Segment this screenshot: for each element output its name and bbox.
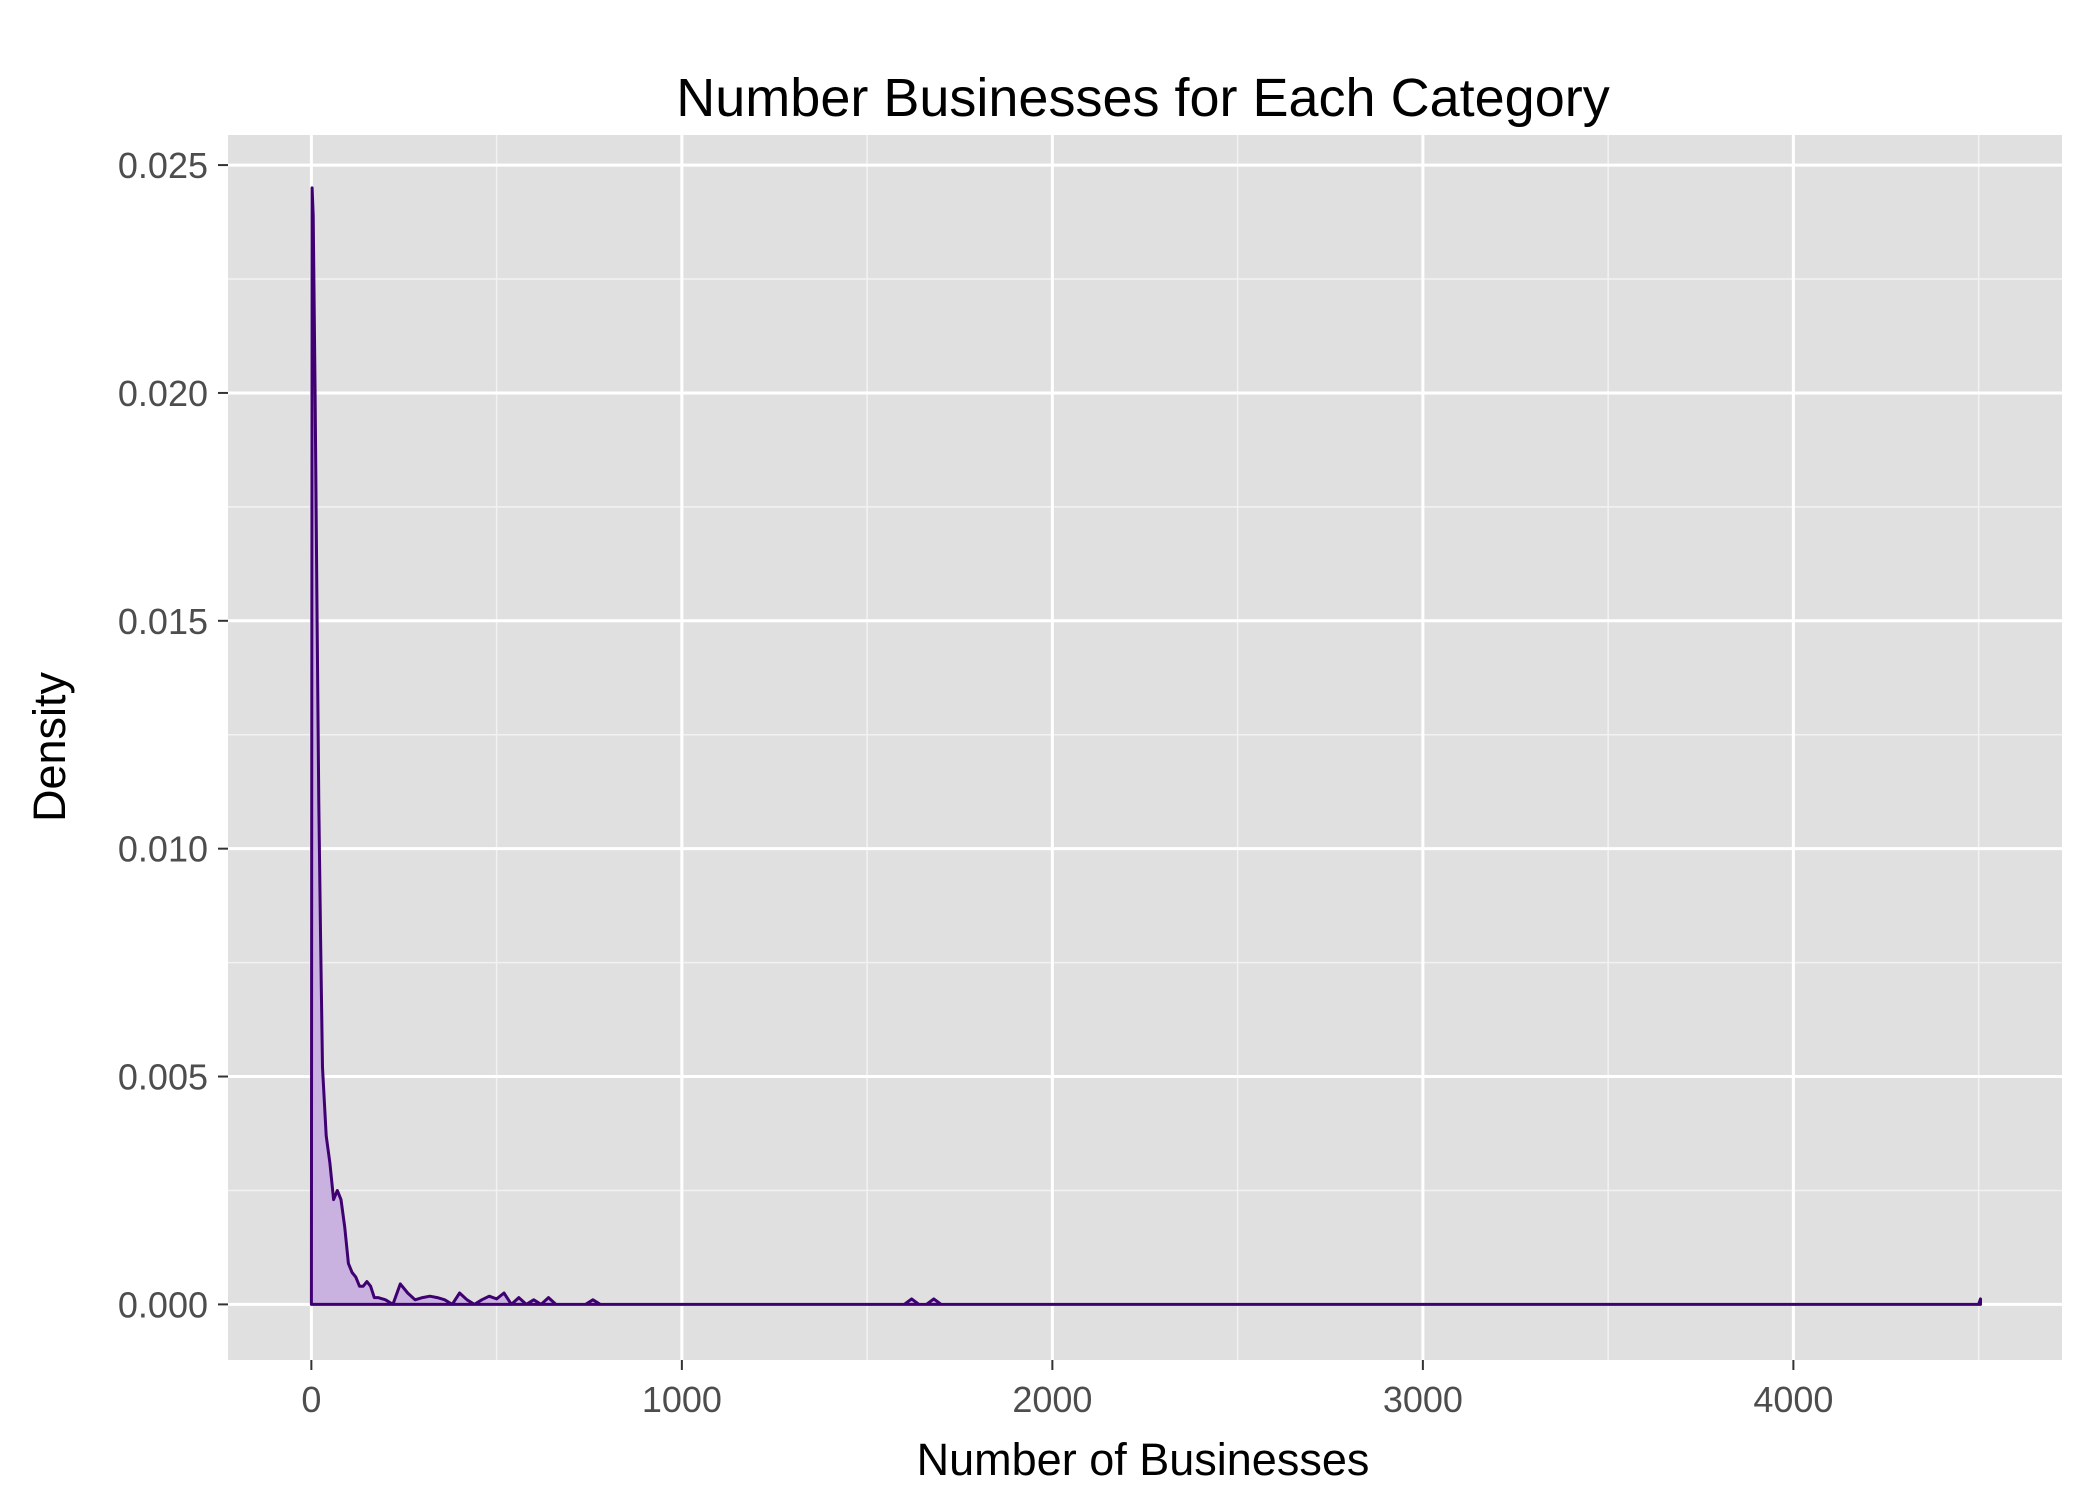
x-axis: 0 1000 2000 3000 4000 (301, 1360, 1833, 1420)
y-tick-label: 0.020 (118, 373, 208, 414)
y-tick-label: 0.010 (118, 829, 208, 870)
plot-panel (228, 135, 2062, 1360)
y-tick-label: 0.015 (118, 601, 208, 642)
x-axis-title: Number of Businesses (917, 1434, 1370, 1485)
y-tick-label: 0.025 (118, 145, 208, 186)
x-tick-label: 3000 (1383, 1379, 1463, 1420)
chart-title: Number Businesses for Each Category (676, 68, 1609, 128)
x-tick-label: 4000 (1753, 1379, 1833, 1420)
y-axis: 0.000 0.005 0.010 0.015 0.020 0.025 (118, 145, 228, 1325)
x-tick-label: 1000 (642, 1379, 722, 1420)
y-tick-label: 0.000 (118, 1284, 208, 1325)
minor-gridlines (228, 135, 2062, 1360)
y-tick-label: 0.005 (118, 1057, 208, 1098)
y-axis-title: Density (24, 671, 75, 822)
density-line (309, 186, 1982, 1306)
x-tick-label: 2000 (1012, 1379, 1092, 1420)
x-tick-label: 0 (301, 1379, 321, 1420)
